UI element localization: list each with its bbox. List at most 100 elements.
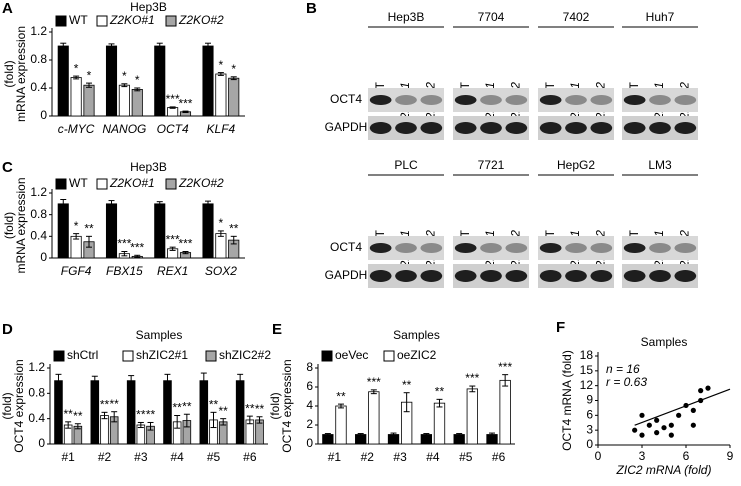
bar [57, 45, 69, 117]
legend-label: shCtrl [67, 348, 98, 362]
bar [154, 45, 166, 117]
bar [433, 402, 446, 445]
blot-band [395, 270, 417, 282]
legend-swatch [122, 350, 134, 362]
error-bar [205, 200, 212, 208]
blot-band [539, 95, 562, 105]
legend-swatch [321, 350, 333, 362]
bar [228, 77, 240, 117]
blot-band [565, 95, 587, 105]
y-tick-label: 18 [580, 348, 594, 362]
blot-band [539, 243, 562, 253]
point [639, 412, 645, 418]
y-tick-label: 15 [580, 363, 594, 377]
x-tick-label: #6 [492, 450, 506, 464]
blot-band [649, 95, 671, 105]
y-axis-label: (fold) [2, 60, 16, 87]
blot-band [454, 95, 477, 105]
bar [499, 379, 511, 445]
blot-band [454, 122, 477, 134]
blot-band [674, 95, 697, 105]
y-axis-label: OCT4 expression [12, 359, 26, 452]
legend-swatch [55, 15, 67, 27]
error-bar [134, 87, 141, 92]
x-tick-label: #1 [328, 450, 342, 464]
blot-band [565, 122, 587, 134]
error-bar [469, 385, 476, 393]
blot-band [649, 243, 671, 253]
legend-label: shZIC2#2 [219, 348, 271, 362]
blot-band [454, 243, 477, 253]
error-bar [169, 246, 176, 251]
error-bar [111, 411, 118, 423]
significance: ** [229, 222, 239, 236]
blot-band [395, 122, 417, 134]
blot-band [539, 122, 562, 134]
bar [199, 380, 209, 445]
chart-title: Hep3B [130, 0, 167, 14]
point [654, 430, 660, 436]
blot-band [420, 243, 443, 253]
y-tick-label: 12 [580, 378, 594, 392]
legend-label: shZIC2#1 [136, 348, 188, 362]
error-bar [246, 415, 253, 425]
blot-band [480, 122, 502, 134]
bar [163, 380, 172, 445]
error-bar [121, 83, 128, 88]
error-bar [73, 75, 80, 80]
y-tick-label: 0.4 [30, 80, 47, 94]
point [668, 422, 674, 428]
y-tick-label: 0 [40, 250, 47, 264]
error-bar [237, 373, 244, 388]
chart-title: Samples [641, 335, 688, 349]
error-bar [210, 411, 217, 429]
error-bar [85, 235, 92, 248]
point [654, 417, 660, 423]
x-tick-label: c-MYC [58, 122, 95, 136]
panel-letter: D [2, 321, 13, 338]
error-bar [147, 421, 154, 431]
significance: *** [117, 237, 131, 251]
error-bar [108, 43, 115, 49]
error-bar [101, 411, 108, 420]
blot-band [623, 243, 646, 253]
legend-label: Z2KO#1 [109, 13, 155, 27]
significance: *** [166, 232, 180, 246]
legend-label: oeZIC2 [397, 348, 437, 362]
legend-swatch [53, 350, 65, 362]
bar [54, 380, 63, 445]
bar [215, 73, 227, 117]
bar [167, 107, 179, 117]
x-tick-label: 0 [595, 449, 602, 463]
blot-band [505, 243, 528, 253]
significance: *** [367, 375, 381, 389]
error-bar [156, 201, 163, 207]
y-tick-label: 0.4 [30, 229, 47, 243]
bar [126, 380, 136, 445]
y-tick-label: 9 [586, 393, 593, 407]
bar [215, 233, 227, 259]
blot-band [369, 270, 392, 282]
significance: *** [178, 237, 192, 251]
error-bar [217, 230, 224, 237]
y-axis-label: mRNA expression [14, 26, 28, 122]
blot-band [590, 243, 613, 253]
bar [100, 415, 109, 445]
blot-band [420, 270, 443, 282]
error-bar [183, 413, 190, 428]
y-tick-label: 1.2 [30, 24, 47, 38]
x-tick-label: KLF4 [207, 122, 236, 136]
cell-line: 7721 [478, 158, 505, 172]
x-tick-label: #3 [393, 450, 407, 464]
y-axis-label: OCT4 mRNA (fold) [560, 350, 574, 451]
x-tick-label: #5 [459, 450, 473, 464]
error-bar [182, 251, 189, 255]
significance: ** [136, 408, 146, 422]
significance: *** [498, 360, 512, 374]
bar [83, 84, 95, 117]
bar [235, 380, 245, 445]
bar [118, 84, 130, 117]
x-tick-label: 3 [639, 449, 646, 463]
legend-label: WT [69, 13, 88, 27]
point [690, 407, 696, 413]
